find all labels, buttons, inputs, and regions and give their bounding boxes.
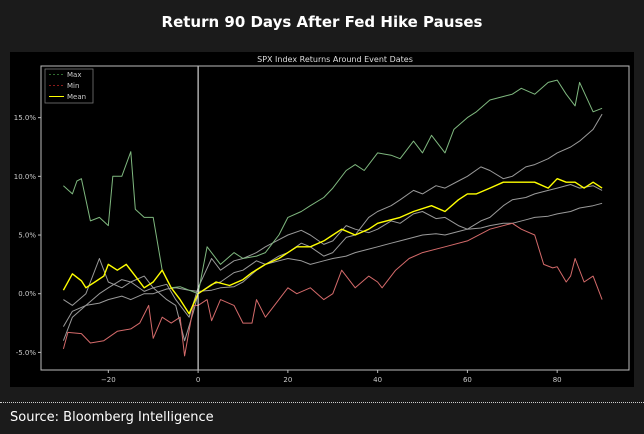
legend: Max Min Mean bbox=[44, 68, 94, 104]
x-tick-label: 80 bbox=[553, 376, 562, 384]
chart-header: Return 90 Days After Fed Hike Pauses bbox=[0, 0, 644, 44]
y-tick-label: 15.0% bbox=[14, 114, 37, 122]
legend-max-label: Max bbox=[67, 71, 81, 79]
legend-min-label: Min bbox=[67, 82, 79, 90]
legend-mean-label: Mean bbox=[67, 93, 86, 101]
x-tick-label: 0 bbox=[196, 376, 200, 384]
page-title: Return 90 Days After Fed Hike Pauses bbox=[161, 13, 483, 31]
source-note: Source: Bloomberg Intelligence bbox=[10, 410, 214, 425]
series-line-gray-3 bbox=[62, 202, 603, 341]
x-tick-label: 40 bbox=[373, 376, 382, 384]
y-tick-label: 0.0% bbox=[18, 290, 36, 298]
line-chart: SPX Index Returns Around Event Dates −20… bbox=[14, 55, 630, 384]
y-tick-label: 10.0% bbox=[14, 173, 37, 181]
y-tick-label: 5.0% bbox=[18, 232, 36, 240]
series-line-gray-1 bbox=[62, 113, 603, 342]
chart-title: SPX Index Returns Around Event Dates bbox=[257, 55, 413, 64]
series-line-max bbox=[63, 79, 603, 295]
series-line-min bbox=[62, 222, 603, 357]
chart-panel: SPX Index Returns Around Event Dates −20… bbox=[10, 52, 634, 387]
x-tick-label: 60 bbox=[463, 376, 472, 384]
series-line-gray-2 bbox=[63, 184, 603, 318]
y-tick-label: -5.0% bbox=[16, 349, 37, 357]
series-line-mean bbox=[62, 178, 603, 315]
x-tick-label: 20 bbox=[283, 376, 292, 384]
plot-frame bbox=[40, 65, 630, 371]
x-tick-label: −20 bbox=[101, 376, 116, 384]
footer-divider bbox=[0, 402, 644, 403]
